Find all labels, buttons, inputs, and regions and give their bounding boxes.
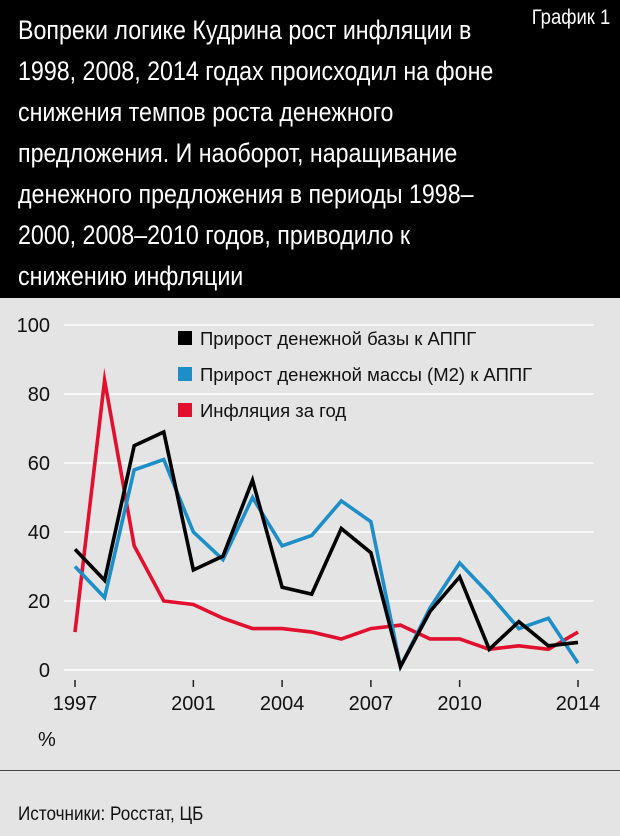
chart-title: Вопреки логике Кудрина рост инфляции в 1… — [18, 15, 494, 291]
y-tick-label: 100 — [17, 315, 50, 337]
series-line-0 — [73, 429, 579, 672]
y-tick-label: 80 — [28, 384, 50, 406]
y-tick-label: 40 — [28, 522, 50, 544]
x-tick-label: 1997 — [53, 693, 98, 715]
series-line-2 — [73, 367, 579, 652]
y-tick-label: 20 — [28, 591, 50, 613]
legend-swatch-0 — [178, 331, 192, 345]
footer-divider — [0, 770, 620, 771]
legend-label-2: Инфляция за год — [200, 400, 346, 421]
line-chart: 0 20 40 60 80 100 1997 2001 2004 2007 2010 2014% Пр… — [17, 315, 601, 751]
y-tick-label: 0 — [39, 660, 50, 682]
x-tick-label: 2014 — [556, 693, 601, 715]
title-banner: Вопреки логике Кудрина рост инфляции в 1… — [0, 0, 620, 298]
source-note: Источники: Росстат, ЦБ — [18, 804, 204, 825]
x-tick-label: 2004 — [260, 693, 305, 715]
legend-swatch-1 — [178, 367, 192, 381]
y-unit-label: % — [38, 729, 56, 751]
x-tick-label: 2001 — [171, 693, 216, 715]
x-tick-label: 2007 — [349, 693, 394, 715]
series-line-1 — [73, 457, 580, 672]
legend-swatch-2 — [178, 403, 192, 417]
chart-number-tag: График 1 — [531, 6, 610, 29]
legend-label-1: Прирост денежной массы (М2) к АППГ — [200, 364, 532, 385]
legend-label-0: Прирост денежной базы к АППГ — [200, 328, 476, 349]
y-tick-label: 60 — [28, 453, 50, 475]
x-tick-label: 2010 — [437, 693, 482, 715]
